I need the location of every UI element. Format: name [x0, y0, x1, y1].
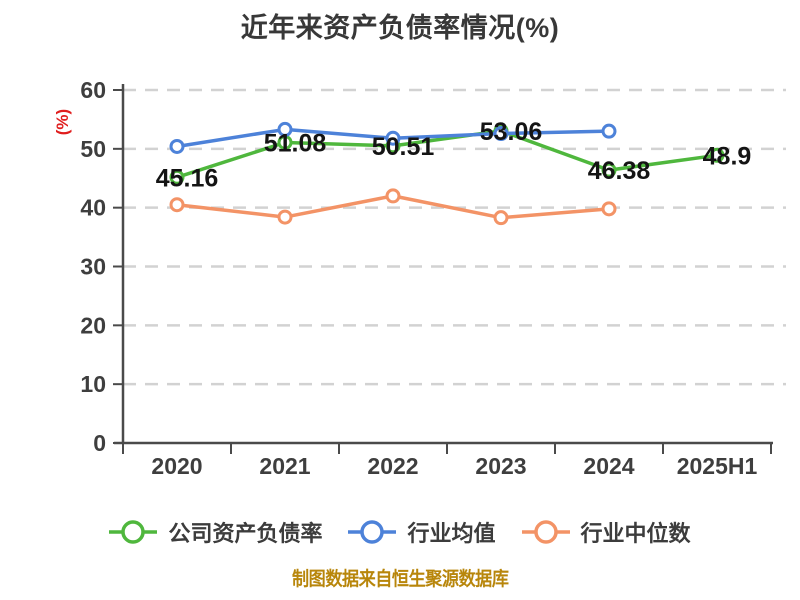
- data-point-label: 45.16: [156, 164, 219, 192]
- data-point: [277, 209, 293, 225]
- data-point: [493, 126, 509, 142]
- x-tick-label: 2020: [151, 453, 202, 479]
- x-tick-label: 2024: [583, 453, 634, 479]
- data-point: [169, 169, 185, 185]
- y-tick-label: 50: [80, 136, 106, 162]
- data-source-caption: 制图数据来自恒生聚源数据库: [291, 569, 509, 590]
- data-point: [385, 188, 401, 204]
- data-point-label: 46.38: [588, 157, 651, 185]
- legend-label-industry-mean: 行业均值: [407, 521, 496, 546]
- data-point: [493, 210, 509, 226]
- legend-marker-company-ratio-icon: [109, 520, 158, 544]
- series-line: [175, 129, 719, 180]
- data-point-label: 48.9: [703, 142, 752, 170]
- data-point: [385, 130, 401, 146]
- legend-label-industry-median: 行业中位数: [580, 521, 691, 546]
- chart-title: 近年来资产负债率情况(%): [240, 13, 560, 43]
- x-tick-label: 2021: [259, 453, 310, 479]
- data-point: [709, 147, 725, 163]
- y-tick-label: 40: [80, 195, 106, 221]
- legend-item-company-ratio: 公司资产负债率: [109, 516, 322, 548]
- data-point: [601, 201, 617, 217]
- data-point: [601, 123, 617, 139]
- data-point: [601, 162, 617, 178]
- legend-label-company-ratio: 公司资产负债率: [168, 521, 323, 546]
- data-point-label: 53.06: [480, 118, 543, 146]
- x-tick-label: 2023: [475, 453, 526, 479]
- legend-item-industry-mean: 行业均值: [348, 516, 496, 548]
- legend-item-industry-median: 行业中位数: [521, 516, 691, 548]
- legend: 公司资产负债率 行业均值 行业中位数: [0, 516, 800, 548]
- y-tick-label: 60: [80, 77, 106, 103]
- legend-marker-industry-mean-icon: [348, 520, 397, 544]
- y-tick-label: 30: [80, 254, 106, 280]
- x-tick-label: 2025H1: [677, 453, 758, 479]
- data-point: [169, 197, 185, 213]
- data-point-label: 50.51: [372, 133, 435, 161]
- data-point: [277, 121, 293, 137]
- data-point: [169, 138, 185, 154]
- data-point-label: 51.08: [264, 129, 327, 157]
- y-tick-label: 10: [80, 371, 106, 397]
- legend-marker-industry-median-icon: [521, 520, 570, 544]
- y-tick-label: 20: [80, 312, 106, 338]
- x-tick-label: 2022: [367, 453, 418, 479]
- y-tick-label: 0: [93, 430, 106, 456]
